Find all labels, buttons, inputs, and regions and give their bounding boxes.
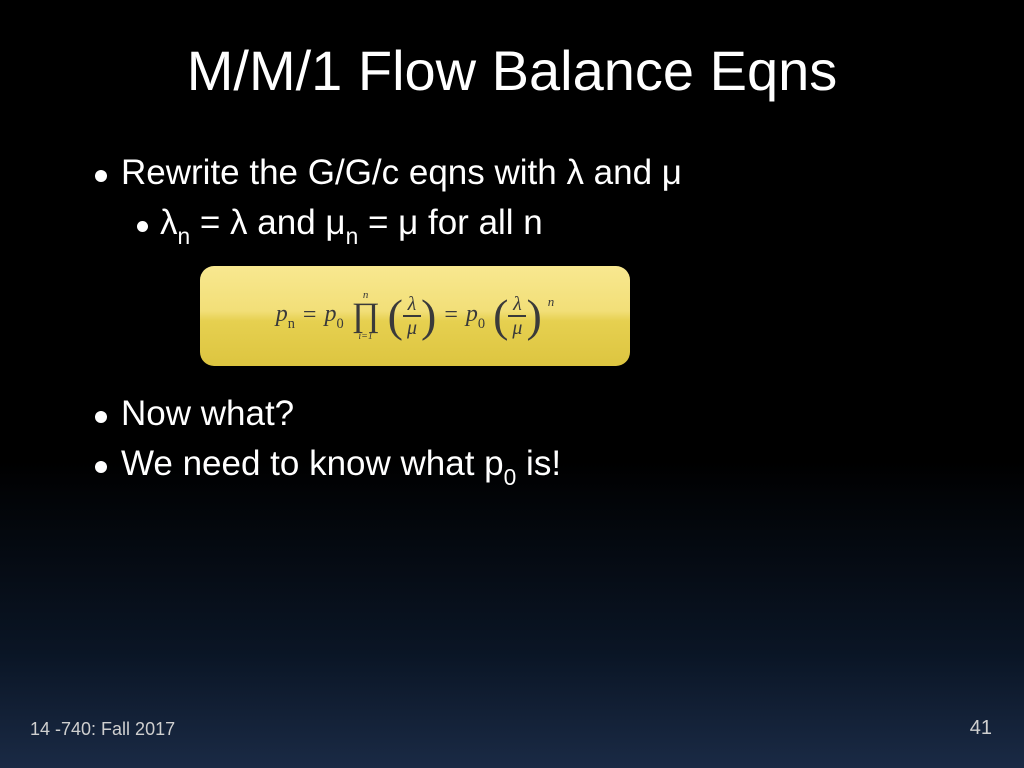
footer-page-number: 41 [970,717,992,740]
formula-eq2: = [444,302,458,329]
lparen: ( [388,298,403,335]
product-symbol: n ∏ i=1 [352,290,380,342]
bullet-text: We need to know what p0 is! [121,444,561,489]
slide-content: Rewrite the G/G/c eqns with λ and μ λn =… [0,103,1024,489]
text-mid: = λ and μ [190,203,345,242]
text-lambda: λ [160,203,178,242]
bullet-need-p0: We need to know what p0 is! [95,444,1024,489]
denominator2: μ [508,318,526,338]
footer-course: 14 -740: Fall 2017 [30,719,175,740]
fraction-group-1: ( λ μ ) [388,294,437,338]
fraction-group-2: ( λ μ ) [493,294,542,338]
numerator: λ [404,294,421,314]
text-end: = μ for all n [358,203,543,242]
bullet-icon [95,411,107,423]
formula-p0-b: p0 [466,301,485,332]
slide-title: M/M/1 Flow Balance Eqns [0,0,1024,103]
text-sub-0: 0 [504,464,517,490]
rparen2: ) [526,298,541,335]
prod-pi-icon: ∏ [352,302,380,331]
text-pre: We need to know what p [121,444,504,483]
numerator2: λ [509,294,526,314]
exponent-n: n [548,294,555,310]
fraction: λ μ [403,294,421,338]
bullet-icon [137,221,148,232]
formula: pn = p0 n ∏ i=1 ( λ μ ) = p0 ( [276,290,555,342]
formula-pn: pn [276,301,295,332]
bullet-now-what: Now what? [95,394,1024,434]
bullet-icon [95,170,107,182]
denominator: μ [403,318,421,338]
bullet-icon [95,461,107,473]
bullet-text: Rewrite the G/G/c eqns with λ and μ [121,153,682,193]
fraction2: λ μ [508,294,526,338]
text-post: is! [516,444,561,483]
formula-eq: = [303,302,317,329]
bullet-text: Now what? [121,394,294,434]
bullet-text: λn = λ and μn = μ for all n [160,203,543,248]
prod-lower: i=1 [358,332,373,342]
formula-p0: p0 [324,301,343,332]
text-sub-n2: n [346,223,359,249]
bullet-rewrite: Rewrite the G/G/c eqns with λ and μ [95,153,1024,193]
lparen2: ( [493,298,508,335]
text-sub-n: n [178,223,191,249]
rparen: ) [421,298,436,335]
sub-bullet-lambda-mu: λn = λ and μn = μ for all n [137,203,1024,248]
formula-box: pn = p0 n ∏ i=1 ( λ μ ) = p0 ( [200,266,630,366]
